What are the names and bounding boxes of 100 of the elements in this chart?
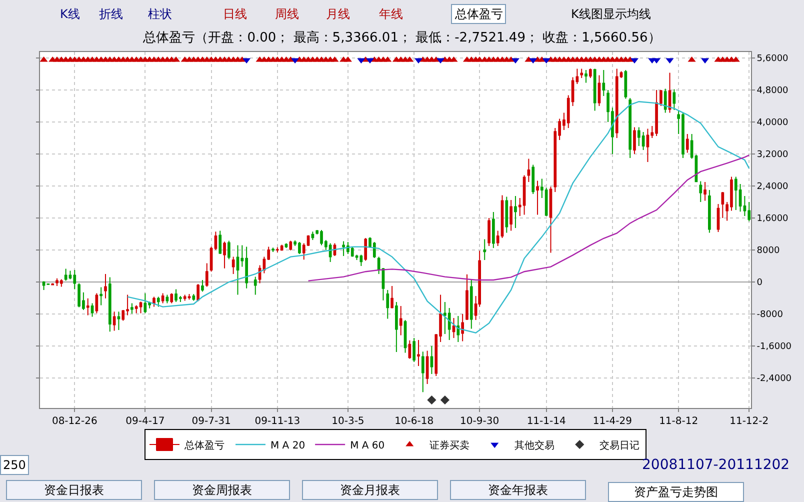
candlestick	[708, 190, 711, 234]
y-tick-label: 1,6000	[756, 214, 789, 224]
text: 资金月报表	[340, 483, 400, 497]
candlestick	[452, 318, 456, 338]
candlestick	[412, 338, 416, 362]
candlestick	[112, 311, 116, 332]
candlestick	[280, 244, 284, 252]
text: 日线	[223, 7, 247, 21]
candlestick	[628, 98, 632, 158]
y-tick-label: 4,0000	[756, 118, 789, 128]
candlestick	[532, 164, 535, 194]
y-tick-label: 3,2000	[756, 150, 789, 160]
candlestick	[90, 302, 94, 318]
y-tick-label: 0	[756, 278, 763, 288]
text: 资金周报表	[192, 483, 252, 497]
candlestick	[289, 240, 292, 251]
candlestick	[417, 340, 420, 366]
line-series	[126, 101, 750, 334]
text: 周线	[275, 7, 299, 21]
candlestick	[328, 242, 332, 262]
candlestick	[144, 292, 147, 314]
candlestick	[514, 196, 517, 228]
text: 月线	[326, 7, 350, 21]
candlestick	[461, 314, 464, 342]
y-tick-label: 4,8000	[756, 86, 789, 96]
candlestick	[536, 180, 539, 216]
candlestick	[668, 72, 672, 114]
y-tick-label: 8000	[756, 246, 780, 256]
candlestick	[60, 278, 63, 288]
candlestick	[624, 70, 628, 100]
candlestick	[734, 176, 738, 210]
x-tick-label: 09-7-31	[192, 416, 231, 427]
candlestick	[156, 296, 160, 308]
text: 资金日报表	[44, 483, 104, 497]
candlestick	[492, 212, 495, 248]
x-tick-label: 11-4-29	[592, 416, 632, 427]
candlestick	[602, 70, 606, 96]
y-tick-label: 5,6000	[756, 54, 789, 64]
candlestick	[117, 311, 120, 330]
candlestick	[699, 180, 702, 202]
candlestick	[170, 292, 174, 304]
candlestick	[311, 231, 314, 240]
candlestick	[598, 74, 601, 106]
candlestick	[161, 292, 164, 304]
candlestick	[390, 286, 394, 309]
text: 总体盈亏	[454, 7, 503, 21]
candlestick	[214, 231, 218, 250]
text: K线图显示均线	[571, 7, 651, 21]
y-tick-label: -2,4000	[756, 374, 792, 384]
candlestick	[549, 186, 552, 254]
candlestick	[646, 128, 650, 162]
y-tick-label: 2,4000	[756, 182, 789, 192]
candlestick	[236, 244, 240, 296]
candlestick	[201, 280, 204, 292]
candlestick	[510, 200, 512, 232]
candlestick	[716, 204, 720, 232]
candlestick	[183, 294, 186, 302]
candlestick	[527, 158, 530, 182]
candlestick	[152, 296, 156, 308]
candlestick	[188, 294, 191, 300]
text: 250	[3, 458, 26, 472]
candlestick	[364, 238, 368, 262]
candlestick	[223, 241, 226, 269]
candlestick	[576, 68, 579, 84]
candlestick	[488, 218, 490, 246]
x-tick-label: 08-12-26	[52, 416, 98, 427]
candlestick	[470, 278, 473, 330]
candlestick	[272, 247, 274, 252]
candlestick	[395, 302, 398, 352]
candlestick	[580, 68, 584, 78]
candlestick	[615, 68, 618, 138]
candlestick	[232, 256, 235, 274]
legend-label: 交易日记	[600, 439, 640, 452]
x-tick-label: 11-12-2	[730, 416, 769, 427]
candlestick	[522, 174, 526, 216]
candlestick	[104, 274, 107, 299]
y-tick-label: -8000	[756, 310, 784, 320]
candlestick	[430, 346, 434, 374]
line-series	[308, 154, 750, 282]
text: 资产盈亏走势图	[634, 485, 718, 499]
candlestick	[86, 298, 90, 316]
x-tick-label: 10-3-5	[332, 416, 364, 427]
candlestick	[350, 246, 354, 258]
candlestick	[672, 88, 676, 110]
text: 柱状	[148, 7, 172, 21]
candlestick	[100, 286, 103, 306]
x-tick-label: 10-6-18	[394, 416, 434, 427]
chart-title: 总体盈亏（开盘：0.00； 最高：5,3366.01； 最低：-2,7521.49； 收盘：1,5660.56）	[142, 30, 661, 46]
candlestick	[721, 192, 724, 218]
candlestick	[360, 254, 363, 266]
candlestick	[205, 262, 208, 288]
candlestick	[108, 276, 112, 332]
candlestick	[404, 320, 407, 354]
legend-label: M A 60	[350, 440, 385, 452]
candlestick	[483, 238, 486, 260]
candlestick	[637, 126, 640, 146]
candlestick	[690, 134, 694, 160]
candlestick	[466, 274, 468, 320]
text: 20081107-20111202	[642, 457, 790, 473]
candlestick	[130, 302, 134, 314]
